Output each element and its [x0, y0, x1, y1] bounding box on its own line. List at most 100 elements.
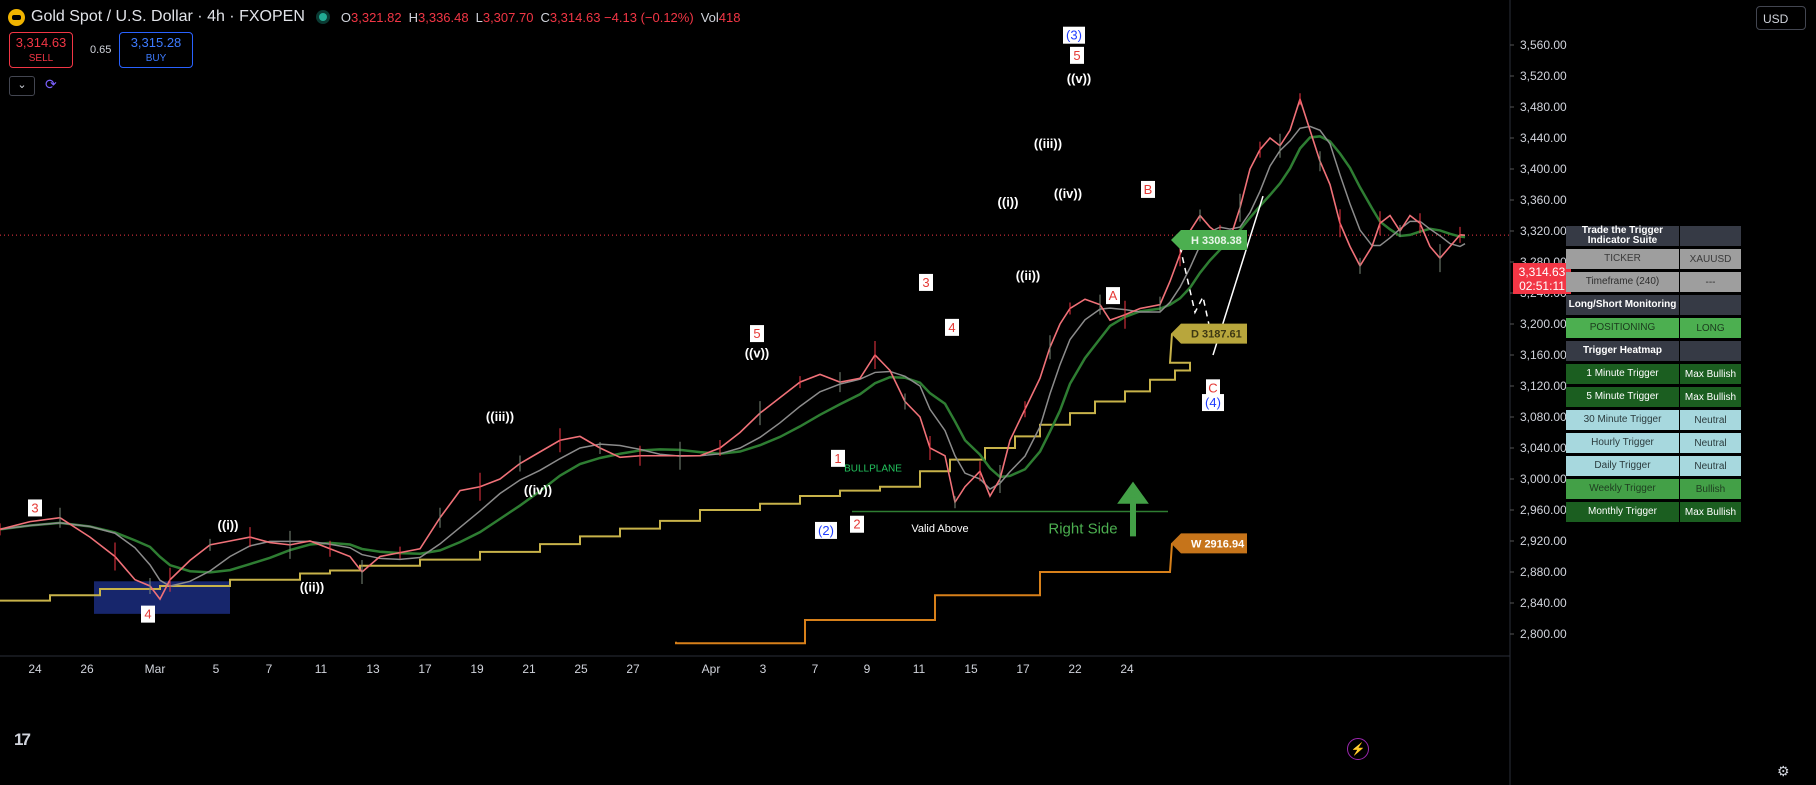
level-tag-d [1171, 323, 1247, 344]
symbol-title[interactable]: Gold Spot / U.S. Dollar · 4h · FXOPEN [31, 8, 305, 25]
level-tag-label: W 2916.94 [1191, 538, 1245, 550]
wave-label-box [1206, 379, 1220, 397]
wave-label: ((i)) [998, 194, 1019, 209]
wave-label: 3 [31, 500, 38, 515]
wave-label: ((iii)) [1034, 136, 1062, 151]
wave-label: ((iv)) [524, 483, 552, 498]
x-tick-label: 13 [366, 662, 380, 676]
panel-row: 5 Minute Trigger Max Bullish [1566, 387, 1741, 407]
ohlc-key: Vol [700, 9, 719, 25]
ohlc-value: 3,336.48 [418, 9, 469, 25]
panel-row-value: Max Bullish [1680, 387, 1741, 407]
wave-label-box [831, 449, 845, 467]
panel-row: Timeframe (240) --- [1566, 272, 1741, 292]
tradingview-logo[interactable]: 17 [14, 730, 31, 749]
x-tick-label: Apr [702, 662, 721, 676]
y-tick-label: 3,160.00 [1520, 348, 1567, 362]
y-tick-label: 3,400.00 [1520, 162, 1567, 176]
ohlc-values: O3,321.82 H3,336.48 L3,307.70 C3,314.63 −4.… [341, 9, 748, 26]
x-tick-label: 11 [315, 662, 328, 676]
wave-label: 2 [853, 517, 860, 532]
chart-annotation: BULLPLANE [844, 463, 902, 474]
y-tick-label: 3,120.00 [1520, 379, 1567, 393]
currency-selector[interactable]: USD [1756, 6, 1806, 30]
y-tick-label: 3,560.00 [1520, 38, 1567, 52]
refresh-icon[interactable]: ⟳ [45, 76, 57, 92]
collapse-button[interactable]: ⌄ [9, 76, 35, 96]
wave-label: ((ii)) [1016, 268, 1041, 283]
spread-value: 0.65 [90, 44, 112, 56]
panel-row-label: Monthly Trigger [1566, 502, 1679, 522]
wave-label-box [1070, 46, 1084, 64]
panel-row: 1 Minute Trigger Max Bullish [1566, 364, 1741, 384]
wave-label: ((iii)) [486, 409, 514, 424]
panel-row-label: POSITIONING [1566, 318, 1679, 338]
x-tick-label: 26 [80, 662, 94, 676]
wave-label: 3 [922, 275, 929, 290]
wave-label: 5 [753, 326, 760, 341]
level-tag-w [1171, 533, 1247, 554]
wave-label-box [945, 318, 959, 336]
panel-row-value: Max Bullish [1680, 364, 1741, 384]
panel-header-blank [1680, 226, 1741, 246]
gold-coin-icon [8, 8, 25, 26]
lightning-icon[interactable]: ⚡ [1347, 738, 1369, 760]
x-tick-label: 9 [864, 662, 871, 676]
wave-label: ((i)) [218, 518, 239, 533]
sell-label: SELL [28, 53, 54, 64]
wave-label: 4 [144, 607, 151, 622]
market-open-icon [318, 13, 327, 21]
wave-label: B [1144, 182, 1153, 197]
buy-label: BUY [145, 53, 167, 64]
panel-row: Trigger Heatmap [1566, 341, 1741, 361]
wave-label: 4 [948, 320, 955, 335]
wave-label: ((iv)) [1054, 186, 1082, 201]
y-tick-label: 2,880.00 [1520, 565, 1567, 579]
y-tick-label: 3,520.00 [1520, 69, 1567, 83]
wave-label: (4) [1205, 395, 1221, 410]
x-tick-label: 27 [626, 662, 640, 676]
y-tick-label: 3,080.00 [1520, 410, 1567, 424]
x-tick-label: 5 [213, 662, 220, 676]
x-tick-label: 15 [964, 662, 978, 676]
ohlc-key: C [540, 9, 550, 25]
panel-row-value [1680, 295, 1741, 315]
panel-row-label: Hourly Trigger [1566, 433, 1679, 453]
wave-label-box [815, 521, 837, 539]
price-line [0, 96, 1466, 601]
gear-icon[interactable]: ⚙ [1777, 763, 1790, 779]
x-tick-label: Mar [145, 662, 166, 676]
chart-annotation: Right Side [1048, 520, 1117, 537]
x-tick-label: 17 [1016, 662, 1030, 676]
panel-row-value: Max Bullish [1680, 502, 1741, 522]
x-tick-label: 17 [418, 662, 432, 676]
symbol-header[interactable]: Gold Spot / U.S. Dollar · 4h · FXOPEN O 3… [8, 6, 747, 28]
chart-annotation: Valid Above [911, 523, 968, 535]
trigger-panel: Trade the Trigger Indicator Suite TICKER… [1566, 226, 1741, 525]
ohlc-key: O [340, 9, 351, 25]
panel-row-label: 5 Minute Trigger [1566, 387, 1679, 407]
sell-button[interactable]: 3,314.63 SELL [9, 32, 73, 68]
ohlc-value: 418 [718, 9, 741, 25]
level-tag-label: D 3187.61 [1191, 329, 1242, 341]
wave-label: (3) [1066, 28, 1082, 43]
x-tick-label: 7 [812, 662, 819, 676]
panel-row: Long/Short Monitoring [1566, 295, 1741, 315]
y-tick-label: 2,840.00 [1520, 596, 1567, 610]
x-tick-label: 19 [470, 662, 484, 676]
ohlc-key: L [475, 9, 483, 25]
panel-row-label: Weekly Trigger [1566, 479, 1679, 499]
wave-label: 5 [1073, 48, 1080, 63]
wave-label: ((v)) [1067, 71, 1092, 86]
wave-label: ((ii)) [300, 580, 325, 595]
panel-row-value: Neutral [1680, 433, 1741, 453]
panel-row-value: Bullish [1680, 479, 1741, 499]
y-tick-label: 3,320.00 [1520, 224, 1567, 238]
y-tick-label: 3,000.00 [1520, 472, 1567, 486]
buy-button[interactable]: 3,315.28 BUY [119, 32, 193, 68]
daily-level-line [0, 333, 1191, 602]
panel-row: POSITIONING LONG [1566, 318, 1741, 338]
wave-label: A [1109, 288, 1118, 303]
y-tick-label: 3,440.00 [1520, 131, 1567, 145]
